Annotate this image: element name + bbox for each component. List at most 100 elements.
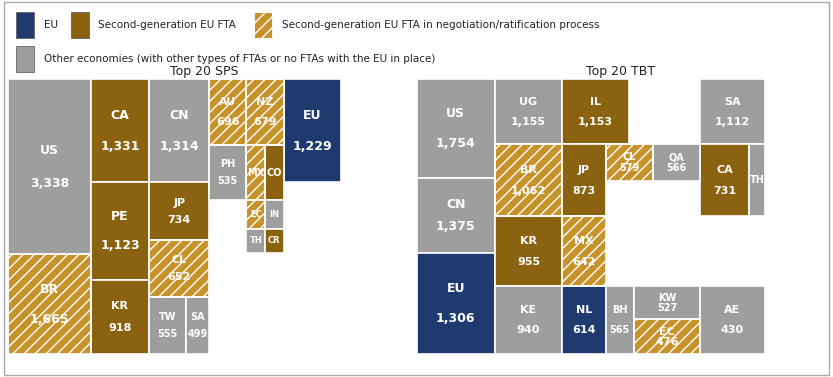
Text: MX: MX <box>247 168 264 178</box>
Bar <box>91 280 149 354</box>
Text: NZ: NZ <box>257 97 274 107</box>
Text: EU: EU <box>446 282 465 295</box>
Bar <box>606 144 653 181</box>
Bar <box>562 79 629 144</box>
Bar <box>495 216 562 286</box>
Text: 499: 499 <box>187 329 208 339</box>
Bar <box>8 79 91 254</box>
Text: 1,123: 1,123 <box>100 239 140 252</box>
Text: CL: CL <box>172 255 187 265</box>
Bar <box>606 286 634 354</box>
Text: SA: SA <box>191 312 205 322</box>
Text: 565: 565 <box>610 325 630 336</box>
Bar <box>749 144 765 216</box>
Text: US: US <box>446 107 465 120</box>
Text: 873: 873 <box>572 186 596 196</box>
Bar <box>634 319 701 354</box>
Text: 679: 679 <box>253 117 277 127</box>
Bar <box>634 286 701 319</box>
Text: TH: TH <box>750 175 765 185</box>
Bar <box>495 144 562 216</box>
Bar <box>149 79 209 182</box>
Bar <box>8 254 91 354</box>
Text: Other economies (with other types of FTAs or no FTAs with the EU in place): Other economies (with other types of FTA… <box>44 54 436 64</box>
Text: 918: 918 <box>108 323 132 333</box>
Text: 1,155: 1,155 <box>511 116 546 127</box>
Text: QA: QA <box>669 152 685 162</box>
Bar <box>247 200 265 229</box>
Text: NL: NL <box>576 305 592 315</box>
Text: JP: JP <box>578 164 590 175</box>
Text: 527: 527 <box>656 303 677 313</box>
Bar <box>701 286 765 354</box>
Text: CN: CN <box>446 198 466 211</box>
Bar <box>254 12 272 38</box>
Text: UG: UG <box>520 97 537 107</box>
Text: Second-generation EU FTA: Second-generation EU FTA <box>98 20 237 30</box>
Text: 579: 579 <box>619 163 640 173</box>
Bar <box>495 286 562 354</box>
Bar <box>17 12 34 38</box>
Text: Second-generation EU FTA in negotiation/ratification process: Second-generation EU FTA in negotiation/… <box>282 20 600 30</box>
Text: 3,338: 3,338 <box>30 176 69 190</box>
Text: 1,153: 1,153 <box>578 116 613 127</box>
Text: IN: IN <box>269 210 279 219</box>
Text: PH: PH <box>220 159 236 170</box>
Text: KE: KE <box>521 305 536 315</box>
Text: 1,754: 1,754 <box>436 137 476 150</box>
Text: SA: SA <box>724 97 741 107</box>
Text: 1,112: 1,112 <box>715 116 750 127</box>
Text: 652: 652 <box>167 272 191 282</box>
Text: KR: KR <box>112 301 128 311</box>
Bar <box>149 182 209 240</box>
Text: AU: AU <box>219 97 237 107</box>
Text: CR: CR <box>268 236 281 245</box>
Bar <box>562 216 606 286</box>
Text: US: US <box>40 144 59 156</box>
Bar <box>416 178 495 253</box>
Text: CA: CA <box>111 109 129 122</box>
Bar <box>495 144 562 216</box>
Bar <box>247 79 283 145</box>
Text: CA: CA <box>716 164 733 175</box>
Bar <box>562 286 606 354</box>
Bar <box>562 144 606 216</box>
Bar <box>71 12 88 38</box>
Text: CN: CN <box>169 109 189 122</box>
Text: BR: BR <box>520 164 537 175</box>
Text: JP: JP <box>173 198 185 208</box>
Text: 734: 734 <box>167 215 191 225</box>
Text: KR: KR <box>520 236 537 246</box>
Bar <box>149 240 209 297</box>
Bar <box>209 79 247 145</box>
Bar <box>187 297 209 354</box>
Text: BH: BH <box>612 305 627 315</box>
Text: 1,665: 1,665 <box>30 313 69 326</box>
Text: 955: 955 <box>517 257 540 267</box>
Bar <box>701 79 765 144</box>
Bar <box>416 253 495 354</box>
Text: EC: EC <box>659 326 675 337</box>
Bar <box>149 240 209 297</box>
Text: TH: TH <box>249 236 262 245</box>
Text: 1,229: 1,229 <box>292 140 332 153</box>
Bar <box>247 145 265 200</box>
Bar <box>634 319 701 354</box>
Text: 535: 535 <box>217 176 238 186</box>
Text: EU: EU <box>44 20 58 30</box>
Bar <box>265 229 283 253</box>
Bar <box>149 297 187 354</box>
Bar <box>562 216 606 286</box>
Text: 940: 940 <box>516 325 541 336</box>
Text: CL: CL <box>622 152 636 162</box>
Bar <box>91 182 149 280</box>
Bar <box>653 144 701 181</box>
Bar <box>247 79 283 145</box>
Bar <box>247 229 265 253</box>
Bar <box>209 145 247 200</box>
Bar <box>254 12 272 38</box>
Bar <box>209 79 247 145</box>
Bar <box>17 46 34 72</box>
Text: CO: CO <box>267 168 282 178</box>
Bar <box>247 200 265 229</box>
